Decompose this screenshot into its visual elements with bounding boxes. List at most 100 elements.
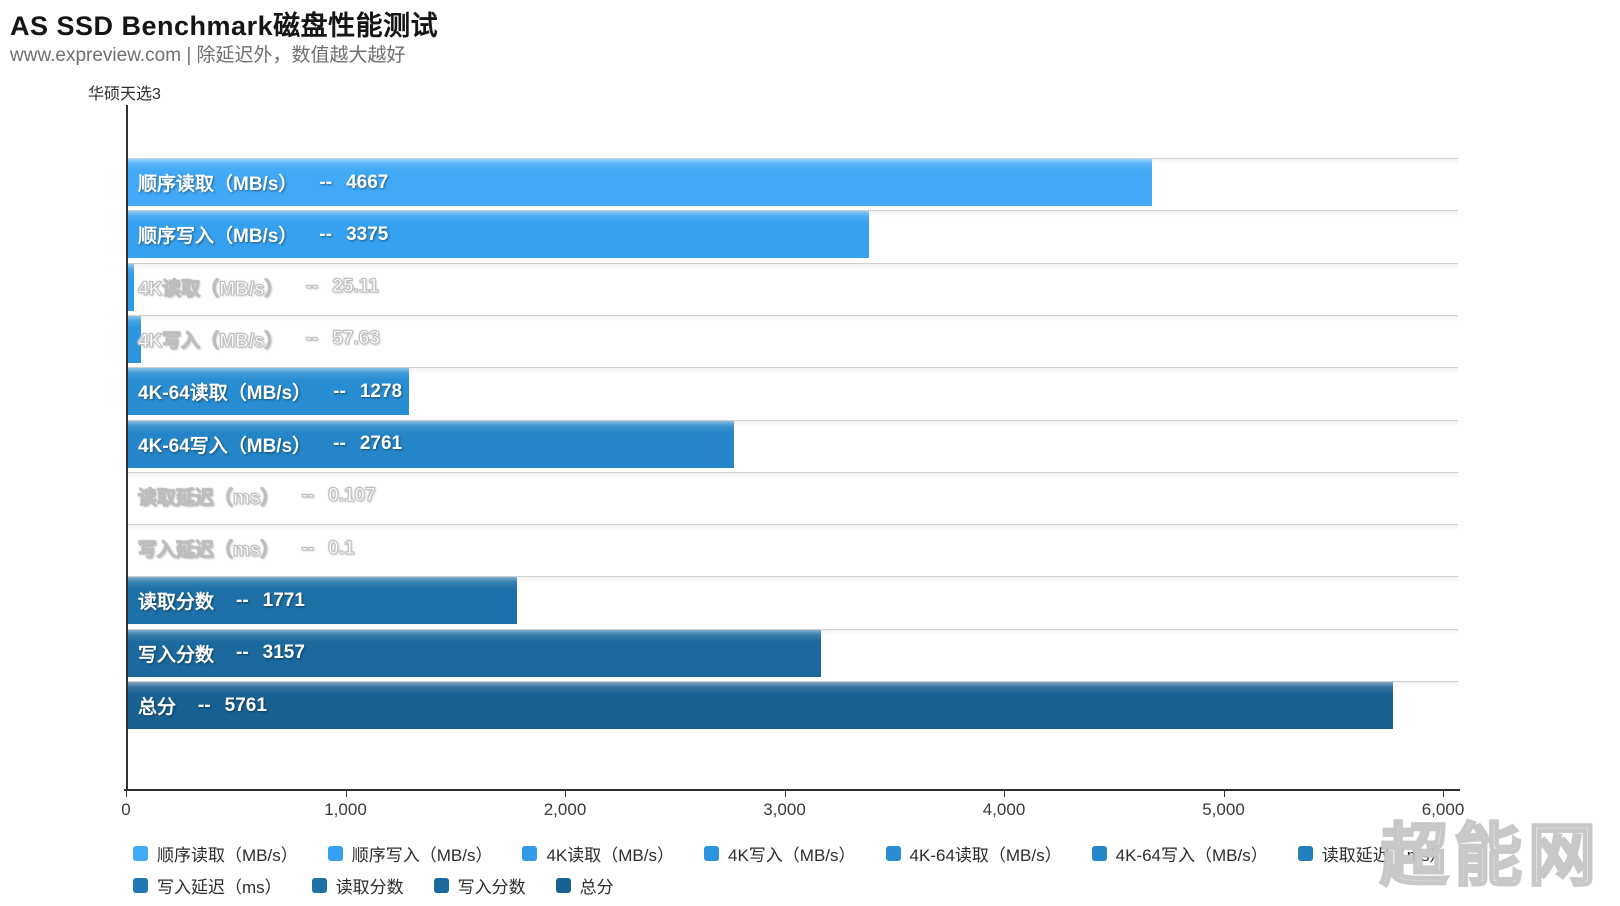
x-axis-line — [124, 789, 1460, 791]
bar-value: 1771 — [262, 589, 305, 611]
x-axis-tick-label: 2,000 — [543, 800, 587, 819]
bar-separator: -- — [198, 694, 211, 716]
bar-fill — [128, 315, 141, 363]
x-axis-tick-label: 6,000 — [1421, 800, 1465, 819]
legend-item: 顺序写入（MB/s） — [327, 841, 493, 866]
bar-fill — [128, 263, 134, 311]
legend-item: 读取延迟（ms） — [1297, 841, 1447, 866]
watermark-text: 超能网 — [1379, 818, 1602, 894]
legend-label: 读取延迟（ms） — [1321, 845, 1447, 865]
bar-category-name: 读取分数 — [138, 592, 215, 614]
x-axis-tick-label: 5,000 — [1202, 800, 1245, 819]
bar-value: 1278 — [359, 380, 403, 402]
bar-row: 4K-64写入（MB/s） -- 2761 — [128, 419, 1458, 468]
legend-row: 顺序读取（MB/s） 顺序写入（MB/s） 4K读取（MB/s） 4K写入（MB/s）… — [133, 840, 1446, 866]
bar-separator: -- — [319, 171, 333, 193]
legend-item: 4K读取（MB/s） — [522, 841, 674, 866]
legend-item: 4K-64读取（MB/s） — [885, 841, 1062, 866]
bar-category-name: 总分 — [138, 697, 177, 718]
bar-row: 写入延迟（ms） -- 0.1 — [128, 524, 1458, 573]
x-axis-tick-label: 4,000 — [982, 800, 1026, 819]
bar-category-name: 写入延迟（ms） — [137, 540, 280, 562]
legend-label: 读取分数 — [335, 877, 404, 897]
x-axis-tick — [126, 791, 127, 797]
x-axis-tick — [784, 791, 786, 797]
legend-item: 写入分数 — [433, 873, 526, 898]
bar-category-name: 4K写入（MB/s） — [138, 330, 285, 352]
bar-row: 4K-64读取（MB/s） -- 1278 — [128, 367, 1458, 416]
bar-label: 写入分数 -- 3157 — [138, 630, 305, 677]
page-subtitle: www.expreview.com | 除延迟外，数值越大越好 — [10, 45, 406, 66]
x-axis-tick — [565, 791, 566, 797]
bar-category-name: 读取延迟（ms） — [137, 487, 280, 509]
legend-label: 4K-64写入（MB/s） — [1115, 845, 1268, 865]
legend-swatch-icon — [522, 845, 538, 861]
bar-category-name: 写入分数 — [138, 644, 215, 666]
bar-value: 2761 — [359, 433, 403, 454]
legend-item: 读取分数 — [311, 873, 404, 898]
legend-row: 写入延迟（ms） 读取分数 写入分数 总分 — [133, 872, 614, 898]
x-axis-tick — [1223, 791, 1225, 797]
bar-value: 0.107 — [328, 485, 377, 507]
bar-row: 顺序写入（MB/s） -- 3375 — [128, 210, 1458, 259]
bar-label: 读取分数 -- 1771 — [138, 577, 305, 624]
legend-swatch-icon — [133, 845, 148, 861]
bar-fill — [128, 159, 1153, 206]
bar-separator: -- — [333, 433, 346, 454]
bar-value: 25.11 — [332, 276, 379, 298]
bar-separator: -- — [301, 485, 315, 507]
legend-item: 顺序读取（MB/s） — [133, 841, 298, 866]
legend-label: 总分 — [579, 877, 614, 897]
bar-value: 0.1 — [328, 537, 355, 559]
bar-row: 4K写入（MB/s） -- 57.63 — [128, 314, 1458, 363]
x-axis-tick-label: 0 — [121, 800, 131, 819]
bar-fill — [128, 368, 409, 416]
bar-label: 总分 -- 5761 — [138, 682, 267, 729]
bar-separator: -- — [333, 380, 346, 402]
bar-fill — [128, 211, 869, 259]
bar-separator: -- — [305, 276, 319, 298]
x-axis-tick — [1004, 791, 1005, 797]
bar-category-name: 4K-64写入（MB/s） — [138, 435, 312, 457]
bar-fill — [128, 629, 821, 677]
bar-label: 4K-64写入（MB/s） -- 2761 — [138, 421, 402, 468]
legend-swatch-icon — [133, 877, 148, 893]
legend-swatch-icon — [1091, 845, 1107, 861]
bar-row: 写入分数 -- 3157 — [128, 628, 1458, 677]
legend-label: 写入分数 — [457, 877, 526, 897]
legend-label: 顺序写入（MB/s） — [351, 845, 493, 865]
bar-row: 总分 -- 5761 — [128, 681, 1458, 729]
bar-label: 4K写入（MB/s） -- 57.63 — [138, 316, 381, 363]
legend-item: 4K写入（MB/s） — [704, 841, 856, 866]
bar-fill — [128, 577, 517, 625]
bar-fill — [128, 682, 1393, 729]
bar-category-name: 4K-64读取（MB/s） — [138, 383, 312, 405]
legend-swatch-icon — [885, 845, 901, 861]
x-axis-tick-label: 3,000 — [763, 800, 806, 819]
bar-row: 读取延迟（ms） -- 0.107 — [128, 471, 1458, 520]
bar-category-name: 4K读取（MB/s） — [138, 278, 285, 300]
category-label: 华硕天选3 — [88, 86, 161, 103]
bar-value: 5761 — [224, 694, 267, 716]
bar-label: 顺序写入（MB/s） -- 3375 — [138, 211, 388, 258]
x-axis-tick — [1443, 791, 1444, 797]
legend-swatch-icon — [704, 845, 719, 861]
legend-label: 4K写入（MB/s） — [728, 845, 856, 865]
bar-separator: -- — [236, 642, 249, 664]
bar-separator: -- — [305, 328, 319, 350]
y-axis-line — [126, 105, 128, 791]
x-axis-tick-label: 1,000 — [324, 800, 367, 819]
bar-label: 4K读取（MB/s） -- 25.11 — [138, 264, 380, 311]
bar-fill — [128, 420, 735, 468]
bar-category-name: 顺序读取（MB/s） — [138, 174, 298, 195]
bar-row: 读取分数 -- 1771 — [128, 576, 1458, 625]
bar-label: 写入延迟（ms） -- 0.1 — [137, 525, 355, 572]
bar-row: 4K读取（MB/s） -- 25.11 — [128, 262, 1458, 311]
bar-category-name: 顺序写入（MB/s） — [138, 226, 298, 248]
bar-label: 读取延迟（ms） -- 0.107 — [137, 473, 377, 520]
bar-value: 57.63 — [332, 328, 381, 350]
bar-label: 4K-64读取（MB/s） -- 1278 — [138, 368, 402, 415]
bar-separator: -- — [236, 589, 249, 611]
legend-item: 总分 — [555, 873, 614, 898]
